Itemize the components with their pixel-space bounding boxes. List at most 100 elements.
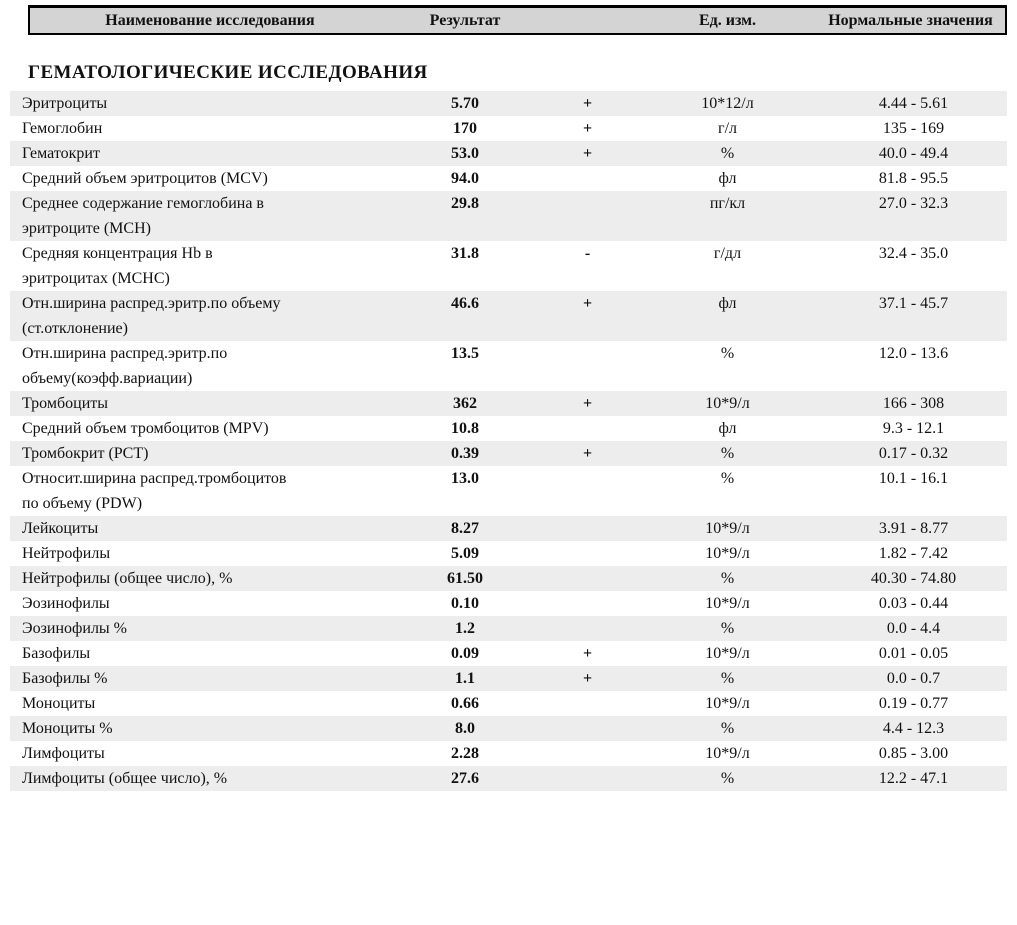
column-header-normal-values: Нормальные значения <box>828 11 993 29</box>
test-name: Моноциты <box>22 695 96 712</box>
table-row: Тромбоциты 362 + 10*9/л 166 - 308 <box>10 391 1007 416</box>
normal-range: 10.1 - 16.1 <box>878 470 949 487</box>
normal-range: 166 - 308 <box>882 395 945 412</box>
test-result: 5.09 <box>451 545 479 562</box>
test-units: 10*9/л <box>705 395 750 412</box>
test-units: % <box>720 620 735 637</box>
normal-range: 0.01 - 0.05 <box>878 645 949 662</box>
test-units: % <box>720 470 735 487</box>
table-row: Отн.ширина распред.эритр.по объему (ст.о… <box>10 291 1007 341</box>
table-row: Эозинофилы % 1.2 % 0.0 - 4.4 <box>10 616 1007 641</box>
normal-range: 0.17 - 0.32 <box>878 445 949 462</box>
abnormal-flag: + <box>582 445 593 462</box>
test-result: 170 <box>453 120 477 137</box>
table-row: Тромбокрит (PCT) 0.39 + % 0.17 - 0.32 <box>10 441 1007 466</box>
test-units: 10*9/л <box>705 595 750 612</box>
test-result: 8.27 <box>451 520 479 537</box>
test-result: 13.0 <box>451 470 479 487</box>
normal-range: 40.0 - 49.4 <box>878 145 949 162</box>
abnormal-flag: + <box>582 145 593 162</box>
test-result: 27.6 <box>451 770 479 787</box>
test-name: Гемоглобин <box>22 120 103 137</box>
table-row: Моноциты % 8.0 % 4.4 - 12.3 <box>10 716 1007 741</box>
test-units: 10*9/л <box>705 545 750 562</box>
test-result: 53.0 <box>451 145 479 162</box>
test-name: Среднее содержание гемоглобина в эритроц… <box>22 195 264 237</box>
test-result: 31.8 <box>451 245 479 262</box>
test-units: пг/кл <box>709 195 746 212</box>
test-units: фл <box>718 420 737 437</box>
table-header-bar: Наименование исследования Результат Ед. … <box>28 5 1007 35</box>
table-row: Относит.ширина распред.тромбоцитов по об… <box>10 466 1007 516</box>
table-row: Средняя концентрация Hb в эритроцитах (M… <box>10 241 1007 291</box>
test-result: 0.09 <box>451 645 479 662</box>
test-name: Эозинофилы % <box>22 620 127 637</box>
normal-range: 9.3 - 12.1 <box>882 420 945 437</box>
test-units: 10*12/л <box>701 95 754 112</box>
test-result: 61.50 <box>447 570 483 587</box>
normal-range: 4.44 - 5.61 <box>878 95 949 112</box>
test-name: Гематокрит <box>22 145 100 162</box>
test-units: 10*9/л <box>705 645 750 662</box>
section-title: ГЕМАТОЛОГИЧЕСКИЕ ИССЛЕДОВАНИЯ <box>28 62 428 83</box>
test-result: 94.0 <box>451 170 479 187</box>
test-units: 10*9/л <box>705 745 750 762</box>
test-name: Нейтрофилы <box>22 545 111 562</box>
normal-range: 135 - 169 <box>882 120 945 137</box>
test-result: 46.6 <box>451 295 479 312</box>
normal-range: 12.0 - 13.6 <box>878 345 949 362</box>
test-name: Отн.ширина распред.эритр.по объему(коэфф… <box>22 345 228 387</box>
test-result: 13.5 <box>451 345 479 362</box>
test-units: фл <box>718 170 737 187</box>
test-name: Базофилы % <box>22 670 108 687</box>
test-units: % <box>720 345 735 362</box>
test-result: 0.66 <box>451 695 479 712</box>
table-row: Нейтрофилы 5.09 10*9/л 1.82 - 7.42 <box>10 541 1007 566</box>
test-units: 10*9/л <box>705 695 750 712</box>
test-name: Эозинофилы <box>22 595 110 612</box>
normal-range: 0.19 - 0.77 <box>878 695 949 712</box>
test-name: Эритроциты <box>22 95 108 112</box>
test-units: 10*9/л <box>705 520 750 537</box>
test-name: Моноциты % <box>22 720 113 737</box>
test-name: Лейкоциты <box>22 520 99 537</box>
table-row: Гематокрит 53.0 + % 40.0 - 49.4 <box>10 141 1007 166</box>
test-result: 10.8 <box>451 420 479 437</box>
normal-range: 0.85 - 3.00 <box>878 745 949 762</box>
normal-range: 4.4 - 12.3 <box>882 720 945 737</box>
normal-range: 81.8 - 95.5 <box>878 170 949 187</box>
column-header-test-name: Наименование исследования <box>105 11 315 29</box>
normal-range: 37.1 - 45.7 <box>878 295 949 312</box>
test-result: 1.2 <box>455 620 475 637</box>
test-units: % <box>720 445 735 462</box>
test-name: Лимфоциты (общее число), % <box>22 770 228 787</box>
test-name: Тромбокрит (PCT) <box>22 445 149 462</box>
normal-range: 3.91 - 8.77 <box>878 520 949 537</box>
test-units: % <box>720 720 735 737</box>
test-units: % <box>720 670 735 687</box>
abnormal-flag: + <box>582 670 593 687</box>
abnormal-flag: + <box>582 120 593 137</box>
test-units: % <box>720 770 735 787</box>
test-units: % <box>720 145 735 162</box>
test-name: Средний объем тромбоцитов (MPV) <box>22 420 269 437</box>
results-table: Эритроциты 5.70 + 10*12/л 4.44 - 5.61 Ге… <box>10 91 1007 791</box>
test-units: г/дл <box>713 245 742 262</box>
abnormal-flag: + <box>582 95 593 112</box>
normal-range: 1.82 - 7.42 <box>878 545 949 562</box>
test-name: Лимфоциты <box>22 745 105 762</box>
normal-range: 40.30 - 74.80 <box>870 570 957 587</box>
test-units: г/л <box>718 120 737 137</box>
abnormal-flag: + <box>582 395 593 412</box>
table-row: Гемоглобин 170 + г/л 135 - 169 <box>10 116 1007 141</box>
table-row: Средний объем эритроцитов (MCV) 94.0 фл … <box>10 166 1007 191</box>
table-row: Эритроциты 5.70 + 10*12/л 4.44 - 5.61 <box>10 91 1007 116</box>
test-result: 0.10 <box>451 595 479 612</box>
table-row: Средний объем тромбоцитов (MPV) 10.8 фл … <box>10 416 1007 441</box>
table-row: Среднее содержание гемоглобина в эритроц… <box>10 191 1007 241</box>
table-row: Лейкоциты 8.27 10*9/л 3.91 - 8.77 <box>10 516 1007 541</box>
abnormal-flag: + <box>582 295 593 312</box>
test-result: 2.28 <box>451 745 479 762</box>
table-row: Эозинофилы 0.10 10*9/л 0.03 - 0.44 <box>10 591 1007 616</box>
